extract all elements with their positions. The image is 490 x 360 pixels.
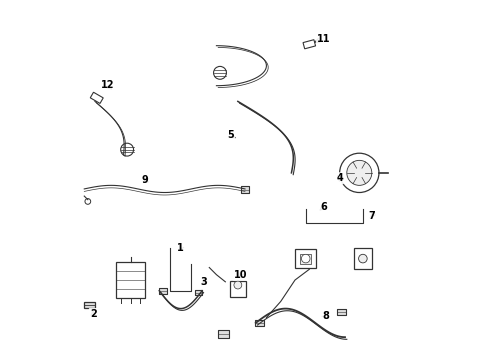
Text: 12: 12 <box>101 80 114 90</box>
Circle shape <box>347 160 372 185</box>
Circle shape <box>121 143 134 156</box>
Bar <box>218 330 229 338</box>
Text: 10: 10 <box>234 270 247 280</box>
Text: 1: 1 <box>177 243 184 253</box>
Text: 3: 3 <box>200 277 207 287</box>
Text: 7: 7 <box>368 211 375 221</box>
Circle shape <box>85 199 91 204</box>
Text: 6: 6 <box>320 202 327 212</box>
Bar <box>117 262 145 298</box>
Text: 11: 11 <box>317 34 330 44</box>
Text: 8: 8 <box>322 311 329 321</box>
Bar <box>90 92 103 103</box>
Bar <box>241 186 249 193</box>
Bar <box>300 254 311 264</box>
Circle shape <box>359 254 367 263</box>
Bar <box>354 248 372 269</box>
Circle shape <box>340 153 379 193</box>
Circle shape <box>214 66 226 79</box>
Bar <box>159 288 167 294</box>
Text: 5: 5 <box>227 130 234 140</box>
Text: 2: 2 <box>90 309 97 319</box>
Bar <box>303 40 316 49</box>
Bar <box>337 309 346 315</box>
Circle shape <box>301 254 310 263</box>
Bar <box>295 249 317 269</box>
Text: 4: 4 <box>336 173 343 183</box>
Circle shape <box>234 281 242 289</box>
Bar <box>84 302 95 308</box>
Bar <box>195 290 202 296</box>
Bar <box>255 320 264 326</box>
Text: 9: 9 <box>142 175 148 185</box>
Bar <box>230 281 245 297</box>
